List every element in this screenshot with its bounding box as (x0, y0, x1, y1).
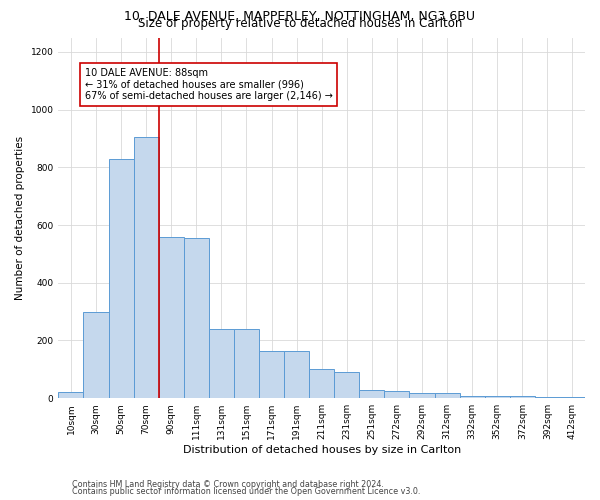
Bar (560, 397, 585, 398)
Bar (334, 372, 359, 398)
Bar (460, 396, 485, 398)
Text: 10, DALE AVENUE, MAPPERLEY, NOTTINGHAM, NG3 6BU: 10, DALE AVENUE, MAPPERLEY, NOTTINGHAM, … (125, 10, 476, 23)
X-axis label: Distribution of detached houses by size in Carlton: Distribution of detached houses by size … (182, 445, 461, 455)
Bar (134, 137, 159, 398)
Bar (284, 351, 309, 398)
Text: Contains HM Land Registry data © Crown copyright and database right 2024.: Contains HM Land Registry data © Crown c… (72, 480, 384, 489)
Bar (184, 238, 209, 398)
Y-axis label: Number of detached properties: Number of detached properties (15, 136, 25, 300)
Bar (434, 393, 460, 398)
Bar (234, 329, 259, 398)
Bar (409, 393, 434, 398)
Text: 10 DALE AVENUE: 88sqm
← 31% of detached houses are smaller (996)
67% of semi-det: 10 DALE AVENUE: 88sqm ← 31% of detached … (85, 68, 332, 101)
Bar (510, 396, 535, 398)
Bar (485, 396, 510, 398)
Bar (209, 329, 234, 398)
Bar (259, 351, 284, 398)
Bar (58, 392, 83, 398)
Bar (159, 236, 184, 398)
Text: Size of property relative to detached houses in Carlton: Size of property relative to detached ho… (138, 18, 462, 30)
Bar (109, 158, 134, 398)
Text: Contains public sector information licensed under the Open Government Licence v3: Contains public sector information licen… (72, 487, 421, 496)
Bar (83, 312, 109, 398)
Bar (309, 370, 334, 398)
Bar (359, 390, 385, 398)
Bar (535, 397, 560, 398)
Bar (385, 391, 409, 398)
